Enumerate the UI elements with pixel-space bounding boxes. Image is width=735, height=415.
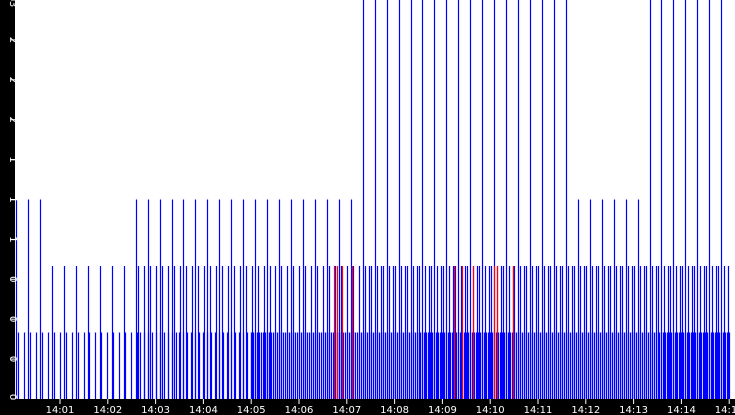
- y-tick-label: 1: [7, 236, 18, 242]
- x-tick-label: 14:02: [93, 405, 122, 415]
- y-tick-label: 1: [7, 196, 18, 202]
- x-tick-label: 14:14: [667, 405, 696, 415]
- y-tick-label: 3: [7, 1, 18, 7]
- x-tick-label: 14:10: [476, 405, 505, 415]
- y-tick-label: 2: [7, 77, 18, 83]
- y-tick-label: 0: [7, 316, 18, 322]
- x-tick-label: 14:03: [141, 405, 170, 415]
- y-tick-label: 2: [7, 117, 18, 123]
- x-tick-label: 14:01: [46, 405, 75, 415]
- y-tick-label: 0: [7, 394, 18, 400]
- x-tick-label: 14:13: [619, 405, 648, 415]
- x-tick-label: 14:15: [715, 405, 735, 415]
- x-tick-label: 14:07: [332, 405, 361, 415]
- x-tick-label: 14:05: [237, 405, 266, 415]
- x-tick-label: 14:09: [428, 405, 457, 415]
- y-tick-label: 0: [7, 276, 18, 282]
- x-tick-label: 14:08: [380, 405, 409, 415]
- x-tick-label: 14:11: [524, 405, 553, 415]
- x-tick-label: 14:12: [571, 405, 600, 415]
- x-tick-label: 14:06: [285, 405, 314, 415]
- y-tick-label: 0: [7, 356, 18, 362]
- y-tick-label: 1: [7, 156, 18, 162]
- x-tick-label: 14:04: [189, 405, 218, 415]
- y-tick-label: 2: [7, 37, 18, 43]
